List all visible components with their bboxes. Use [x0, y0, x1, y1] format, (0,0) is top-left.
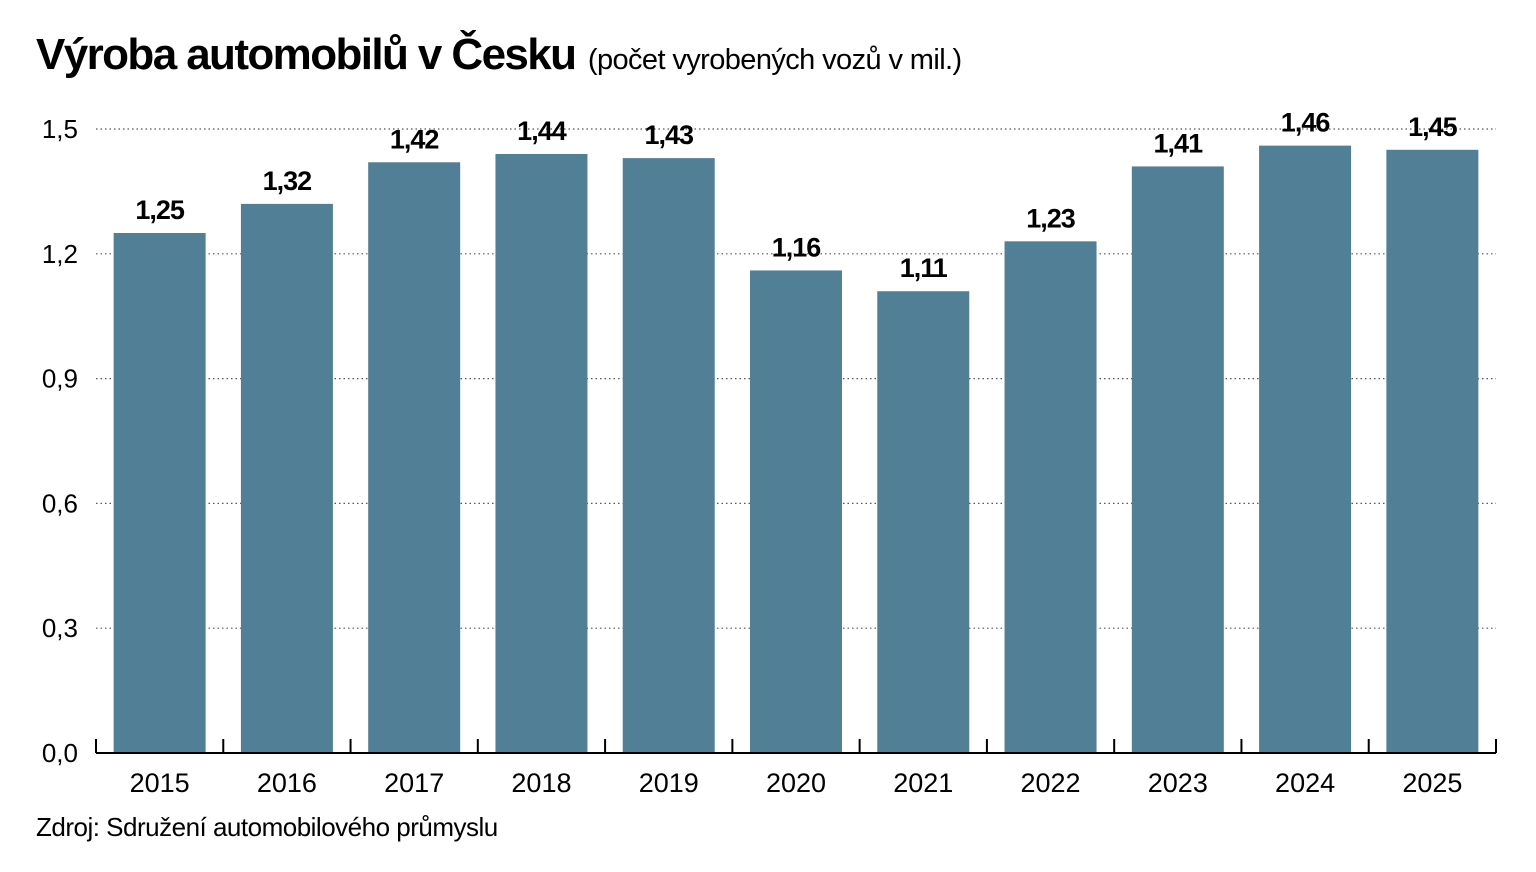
title-row: Výroba automobilů v Česku (počet vyroben… [36, 30, 962, 80]
y-tick-label: 1,2 [42, 239, 78, 269]
x-tick-label: 2016 [257, 768, 317, 798]
bar-2018 [495, 153, 588, 753]
data-label: 1,11 [900, 253, 948, 283]
bar-2025 [1386, 149, 1479, 754]
x-tick-label: 2015 [130, 768, 190, 798]
data-label: 1,45 [1408, 112, 1458, 142]
x-tick-label: 2021 [893, 768, 953, 798]
data-label: 1,16 [772, 232, 822, 262]
bar-2020 [750, 270, 842, 753]
x-axis [95, 739, 1497, 754]
data-label: 1,44 [517, 116, 567, 146]
data-label: 1,32 [263, 166, 312, 196]
y-tick-label: 0,9 [42, 364, 78, 394]
chart-title: Výroba automobilů v Česku [36, 30, 577, 79]
y-tick-label: 0,0 [42, 738, 78, 768]
x-tick-label: 2025 [1402, 768, 1462, 798]
x-tick-label: 2019 [639, 768, 699, 798]
x-tick-label: 2023 [1148, 768, 1208, 798]
bar-2024 [1259, 145, 1352, 753]
y-tick-label: 1,5 [42, 114, 78, 144]
bar-2021 [877, 291, 970, 753]
bar-2019 [622, 158, 715, 753]
bars [113, 145, 1479, 754]
x-tick-label: 2020 [766, 768, 826, 798]
x-axis-labels: 2015 2016 2017 2018 2019 2020 2021 2022 2023 2024… [130, 768, 1463, 798]
x-tick-label: 2018 [511, 768, 571, 798]
bar-2023 [1131, 166, 1224, 753]
bar-2022 [1004, 241, 1097, 753]
data-label: 1,41 [1154, 128, 1204, 158]
data-label: 1,23 [1026, 203, 1076, 233]
bar-2016 [240, 203, 333, 753]
data-labels: 1,25 1,32 1,42 1,44 1,43 1,16 1,11 1,23 1,41 1,46… [135, 108, 1458, 284]
source-note: Zdroj: Sdružení automobilového průmyslu [36, 812, 498, 842]
bar-2017 [368, 162, 461, 753]
y-tick-label: 0,3 [42, 613, 78, 643]
x-tick-label: 2022 [1021, 768, 1081, 798]
data-label: 1,46 [1281, 108, 1331, 138]
x-tick-label: 2024 [1275, 768, 1335, 798]
data-label: 1,42 [390, 124, 439, 154]
y-axis-labels: 0,0 0,3 0,6 0,9 1,2 1,5 [42, 114, 78, 768]
bar-2015 [113, 233, 206, 753]
data-label: 1,25 [135, 195, 185, 225]
y-tick-label: 0,6 [42, 488, 78, 518]
x-tick-label: 2017 [384, 768, 444, 798]
chart-subtitle: (počet vyrobených vozů v mil.) [587, 44, 962, 76]
data-label: 1,43 [644, 120, 694, 150]
